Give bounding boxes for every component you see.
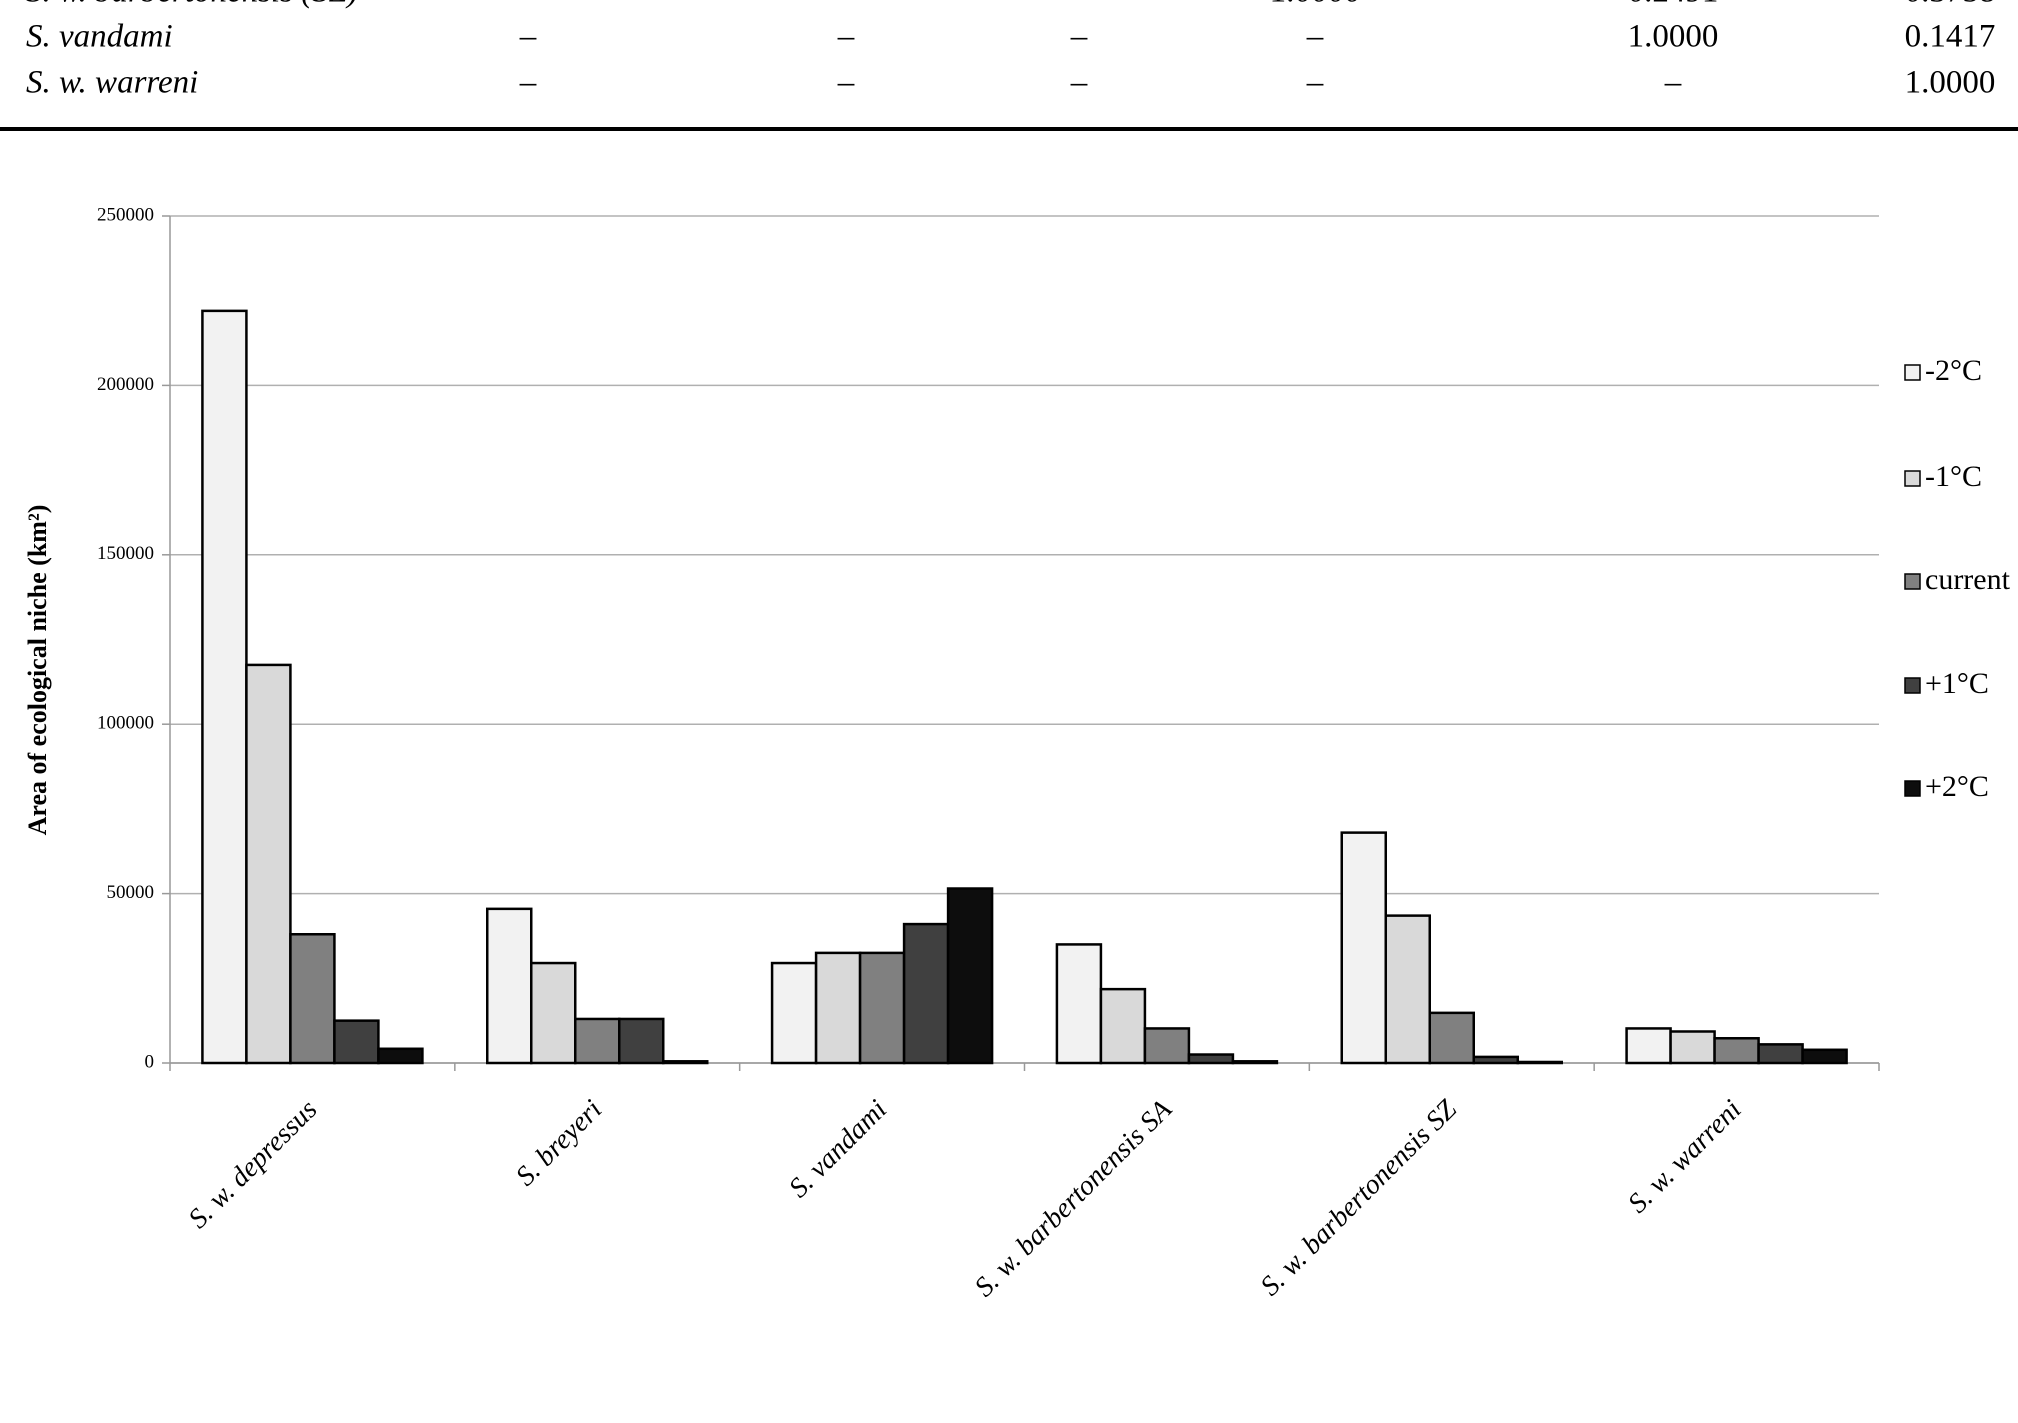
- bar: [1340, 831, 1387, 1065]
- bar: [1472, 1055, 1519, 1065]
- bar: [1625, 1027, 1672, 1065]
- bar: [289, 933, 336, 1065]
- row-label: S. w. warreni: [26, 65, 198, 101]
- bar: [1516, 1060, 1563, 1065]
- bar: [574, 1017, 621, 1065]
- x-tick-label: S. w. warreni: [1622, 1094, 1747, 1219]
- y-tick-label: 150000: [97, 543, 154, 564]
- legend-swatch: [1904, 780, 1921, 797]
- cell: 0.2491: [1628, 0, 1719, 10]
- bar: [245, 663, 292, 1065]
- y-axis-label: Area of ecological niche (km²): [23, 505, 52, 836]
- bar: [486, 907, 533, 1065]
- bar: [1143, 1027, 1191, 1065]
- cell: –: [1664, 65, 1682, 101]
- y-tick-label: 250000: [97, 204, 154, 225]
- bar: [902, 922, 950, 1065]
- x-tick-label: S. vandami: [783, 1094, 893, 1204]
- bar: [333, 1019, 380, 1065]
- bar: [618, 1017, 665, 1065]
- legend-label: -2°C: [1925, 354, 1982, 387]
- legend-swatch: [1904, 573, 1921, 590]
- y-tick-label: 100000: [97, 713, 154, 734]
- legend-swatch: [1904, 364, 1921, 381]
- x-tick-label: S. w. barbertonensis SA: [969, 1093, 1179, 1303]
- bar: [1384, 914, 1431, 1065]
- bar: [377, 1047, 424, 1065]
- bar: [858, 951, 906, 1065]
- cell: –: [1070, 65, 1088, 101]
- cell: 0.1417: [1905, 19, 1996, 55]
- row-label: S. vandami: [26, 19, 173, 55]
- bar: [1231, 1060, 1279, 1065]
- legend-label: +2°C: [1925, 770, 1989, 803]
- legend-label: +1°C: [1925, 667, 1989, 700]
- x-tick-label: S. w. depressus: [183, 1094, 324, 1235]
- bar: [1428, 1011, 1475, 1065]
- bar: [946, 887, 994, 1065]
- bar: [1055, 943, 1103, 1065]
- bar: [1187, 1053, 1235, 1065]
- y-tick-label: 200000: [97, 374, 154, 395]
- bar: [662, 1060, 709, 1065]
- y-tick-label: 0: [145, 1051, 155, 1072]
- cell: 1.0000: [1905, 65, 1996, 101]
- legend-swatch: [1904, 677, 1921, 694]
- cell: –: [837, 19, 855, 55]
- bar: [1757, 1043, 1804, 1065]
- bar: [770, 961, 818, 1065]
- cell: –: [519, 19, 537, 55]
- cell: –: [1070, 19, 1088, 55]
- legend-label: -1°C: [1925, 460, 1982, 493]
- x-tick-label: S. breyeri: [510, 1094, 608, 1192]
- legend-swatch: [1904, 470, 1921, 487]
- cell: –: [1306, 65, 1324, 101]
- bar: [1713, 1037, 1760, 1065]
- bar: [201, 309, 248, 1065]
- bar: [530, 961, 577, 1065]
- legend-label: current: [1925, 563, 2011, 596]
- bar: [1669, 1030, 1716, 1065]
- cell: –: [837, 65, 855, 101]
- x-tick-label: S. w. barbertonensis SZ: [1255, 1094, 1463, 1302]
- cell: 1.0000: [1628, 19, 1719, 55]
- cell: 1.0000: [1270, 0, 1361, 10]
- row-label: S. w. barbertonensis (SZ): [26, 0, 358, 10]
- bar: [1099, 987, 1147, 1065]
- cell: –: [519, 65, 537, 101]
- bar: [814, 951, 862, 1065]
- cell: –: [1306, 19, 1324, 55]
- bar: [1801, 1048, 1848, 1065]
- cell: 0.3758: [1905, 0, 1996, 10]
- y-tick-label: 50000: [107, 882, 155, 903]
